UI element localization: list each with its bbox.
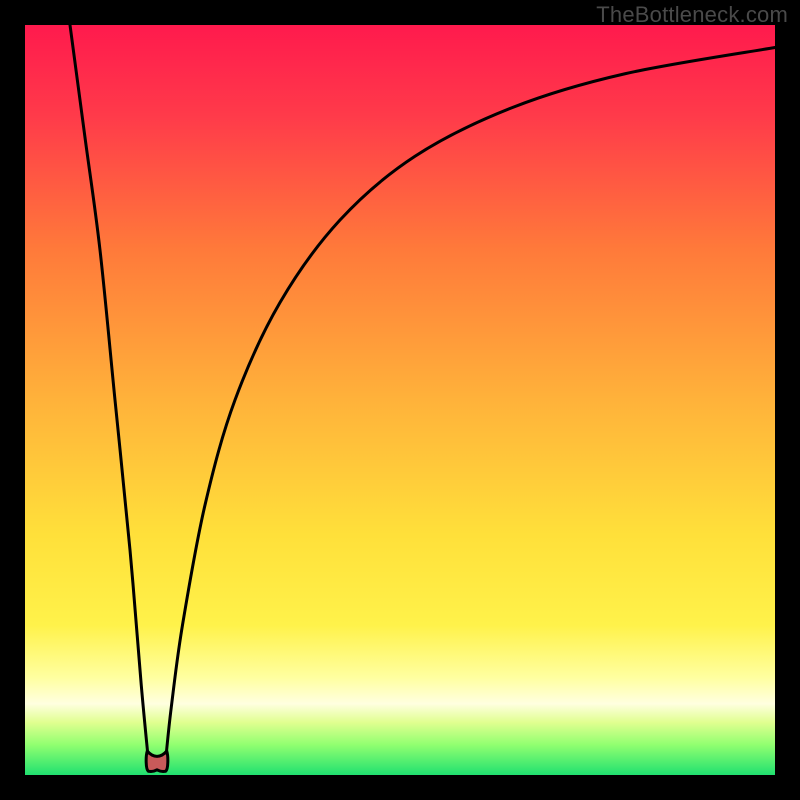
chart-container: TheBottleneck.com xyxy=(0,0,800,800)
bottleneck-chart xyxy=(0,0,800,800)
watermark-text: TheBottleneck.com xyxy=(596,2,788,28)
plot-area xyxy=(25,25,775,775)
